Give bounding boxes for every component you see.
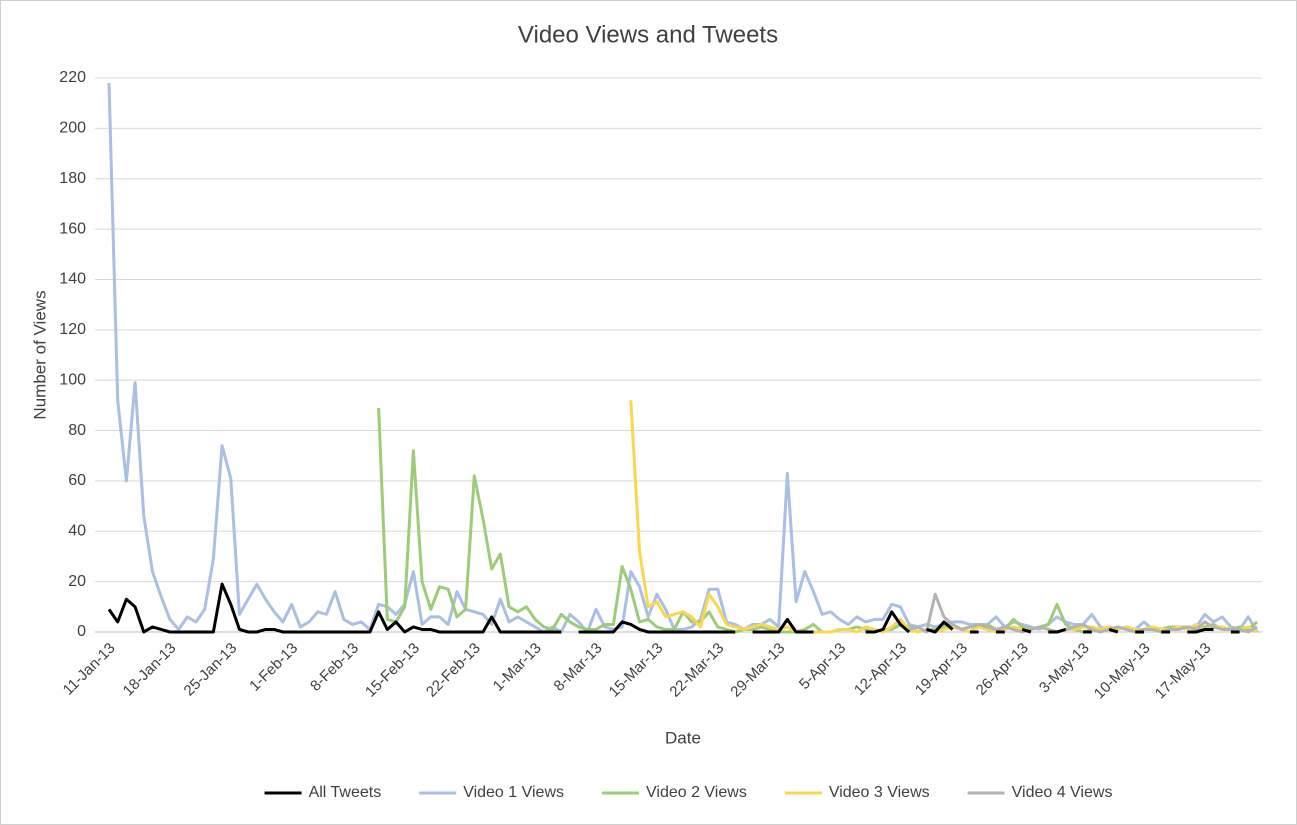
y-axis-label: Number of Views (30, 290, 49, 419)
y-tick-label: 120 (59, 321, 86, 338)
legend-label: Video 2 Views (646, 784, 747, 801)
legend-label: All Tweets (309, 784, 382, 801)
y-tick-label: 180 (59, 170, 86, 187)
y-tick-label: 200 (59, 120, 86, 137)
y-tick-label: 40 (68, 522, 86, 539)
legend-item: Video 2 Views (602, 784, 747, 801)
legend: All Tweets Video 1 Views Video 2 Views Vide… (264, 784, 1113, 801)
x-axis-label: Date (665, 728, 701, 747)
y-tick-label: 140 (59, 271, 86, 288)
legend-label: Video 3 Views (829, 784, 930, 801)
legend-item: Video 1 Views (419, 784, 564, 801)
y-tick-label: 160 (59, 220, 86, 237)
y-tick-label: 100 (59, 371, 86, 388)
legend-item: Video 4 Views (967, 784, 1113, 801)
y-tick-label: 220 (59, 69, 86, 86)
y-tick-label: 0 (77, 623, 86, 640)
series-line (629, 400, 1258, 634)
series-line (908, 592, 1258, 634)
legend-label: Video 1 Views (463, 784, 564, 801)
chart-title: Video Views and Tweets (518, 21, 778, 48)
y-tick-label: 80 (68, 422, 86, 439)
legend-label: Video 4 Views (1012, 784, 1113, 801)
y-tick-label: 20 (68, 573, 86, 590)
legend-item: Video 3 Views (784, 784, 930, 801)
legend-item: All Tweets (264, 784, 382, 801)
y-tick-label: 60 (68, 472, 86, 489)
